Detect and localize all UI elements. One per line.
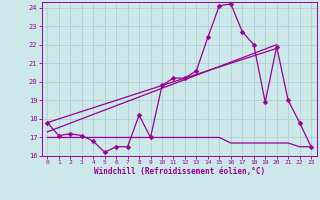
X-axis label: Windchill (Refroidissement éolien,°C): Windchill (Refroidissement éolien,°C)	[94, 167, 265, 176]
